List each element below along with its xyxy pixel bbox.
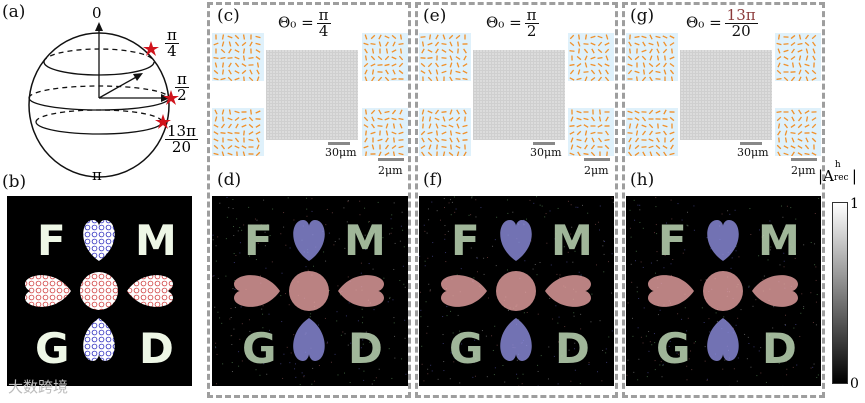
target-image-b: F M G D <box>7 196 192 386</box>
scale-30um-e: 30μm <box>530 146 562 159</box>
theta-e: Θ₀ = π 2 <box>486 6 539 40</box>
colorbar-max: 1 <box>850 196 859 212</box>
sphere-top-label: 0 <box>92 4 102 22</box>
panel-label-d: (d) <box>217 170 242 190</box>
panel-label-b: (b) <box>2 172 27 192</box>
metasurface-e <box>473 50 565 140</box>
reconstruction-f: F M G D <box>419 196 614 386</box>
metasurface-c <box>266 50 358 140</box>
panel-label-g: (g) <box>630 6 655 26</box>
sphere-diagram <box>28 22 179 178</box>
column-g-h <box>622 2 825 398</box>
recon-letter-d: D <box>348 324 383 373</box>
recon-letter-g: G <box>656 324 691 373</box>
scale-2um-c: 2μm <box>378 164 403 177</box>
scale-30um-g: 30μm <box>737 146 769 159</box>
recon-letter-m: M <box>344 216 386 265</box>
scale-30um-c: 30μm <box>325 146 357 159</box>
tile-e-bl <box>419 108 471 156</box>
scalebar-2um-c <box>378 158 404 161</box>
tile-c-br <box>362 108 408 156</box>
column-e-f <box>415 2 618 398</box>
panel-label-e: (e) <box>423 6 447 26</box>
tile-c-bl <box>212 108 264 156</box>
panel-label-f: (f) <box>423 170 443 190</box>
recon-letter-f: F <box>658 216 687 265</box>
tile-c-tr <box>362 33 408 81</box>
scale-2um-e: 2μm <box>584 164 609 177</box>
scale-2um-g: 2μm <box>791 164 816 177</box>
star-1320 <box>155 114 171 129</box>
scalebar-30um-c <box>328 142 350 145</box>
recon-letter-m: M <box>551 216 593 265</box>
scalebar-2um-e <box>584 158 610 161</box>
star-pi4 <box>143 41 159 56</box>
recon-letter-f: F <box>451 216 480 265</box>
watermark: 大数跨境 <box>8 378 69 396</box>
letter-m: M <box>135 216 177 265</box>
panel-label-a: (a) <box>2 2 26 22</box>
sphere-bottom-label: π <box>92 166 102 184</box>
colorbar-min: 0 <box>850 376 859 392</box>
panel-label-c: (c) <box>217 6 240 26</box>
scalebar-30um-g <box>740 142 762 145</box>
tile-g-tr <box>775 33 821 81</box>
tile-g-br <box>775 108 821 156</box>
letter-d: D <box>139 324 174 373</box>
recon-letter-d: D <box>762 324 797 373</box>
colorbar <box>832 202 848 384</box>
recon-letter-g: G <box>242 324 277 373</box>
tile-e-tr <box>568 33 614 81</box>
tile-e-br <box>568 108 614 156</box>
scalebar-2um-g <box>791 158 817 161</box>
tile-g-bl <box>626 108 678 156</box>
letter-f: F <box>37 216 66 265</box>
tile-e-tl <box>419 33 471 81</box>
reconstruction-h: F M G D <box>626 196 821 386</box>
hearts-b <box>25 220 173 361</box>
recon-letter-f: F <box>244 216 273 265</box>
theta-c: Θ₀ = π 4 <box>278 6 331 40</box>
label-13pi-over-20: 13π 20 <box>165 122 198 156</box>
metasurface-g <box>680 50 772 140</box>
scalebar-30um-e <box>533 142 555 145</box>
panel-label-h: (h) <box>630 170 655 190</box>
theta-g: Θ₀ = 13π 20 <box>686 6 758 40</box>
star-pi2 <box>163 90 179 105</box>
column-c-d <box>207 2 411 398</box>
tile-g-tl <box>626 33 678 81</box>
tile-c-tl <box>212 33 264 81</box>
letter-g: G <box>35 324 70 373</box>
colorbar-title: |A h rec | <box>818 160 857 185</box>
recon-letter-g: G <box>449 324 484 373</box>
recon-letter-m: M <box>758 216 800 265</box>
reconstruction-d: F M G D <box>212 196 408 386</box>
recon-letter-d: D <box>555 324 590 373</box>
